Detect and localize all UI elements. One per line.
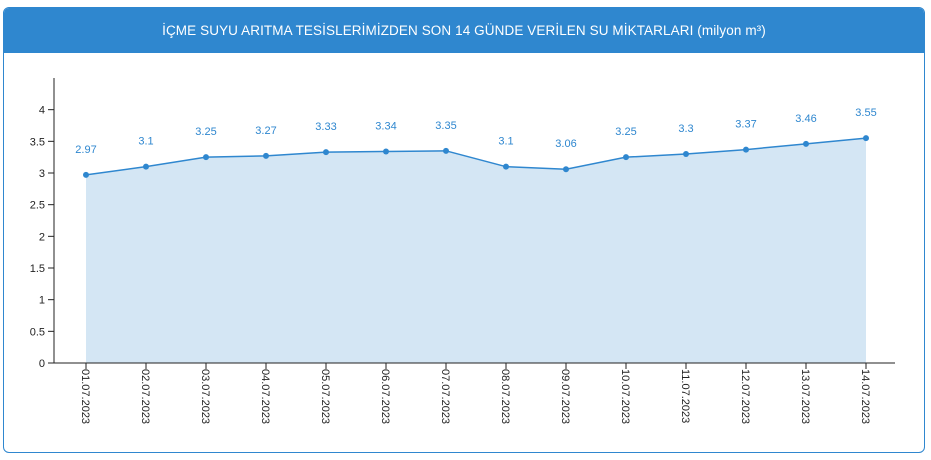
x-tick-label: 01.07.2023 [79, 369, 91, 424]
data-label: 3.34 [375, 120, 396, 132]
data-label: 3.3 [678, 123, 693, 135]
y-tick-label: 3.5 [30, 136, 45, 148]
y-tick-label: 0.5 [30, 326, 45, 338]
data-point [863, 135, 869, 142]
y-tick-label: 2.5 [30, 200, 45, 212]
data-point [143, 163, 149, 170]
data-label: 3.25 [615, 126, 636, 138]
data-label: 3.1 [498, 136, 513, 148]
data-point [743, 146, 749, 153]
x-tick-label: 06.07.2023 [379, 369, 391, 424]
x-tick-label: 10.07.2023 [619, 369, 631, 424]
chart-title: İÇME SUYU ARITMA TESİSLERİMİZDEN SON 14 … [4, 8, 924, 53]
x-tick-label: 07.07.2023 [439, 369, 451, 424]
data-label: 3.27 [255, 125, 276, 137]
data-point [383, 148, 389, 155]
data-label: 2.97 [75, 144, 96, 156]
data-point [623, 154, 629, 161]
y-tick-label: 1.5 [30, 263, 45, 275]
data-label: 3.1 [138, 136, 153, 148]
x-tick-label: 04.07.2023 [259, 369, 271, 424]
y-tick-label: 2 [39, 231, 45, 243]
x-tick-label: 11.07.2023 [679, 369, 691, 423]
data-point [563, 166, 569, 173]
x-tick-label: 05.07.2023 [319, 369, 331, 424]
data-point [683, 151, 689, 157]
data-label: 3.46 [795, 113, 816, 125]
area-fill [86, 138, 866, 363]
x-tick-label: 02.07.2023 [139, 369, 151, 424]
data-point [263, 152, 269, 159]
data-label: 3.25 [195, 126, 216, 138]
data-label: 3.55 [855, 107, 876, 119]
data-point [83, 171, 89, 178]
y-tick-label: 1 [39, 295, 45, 307]
y-tick-label: 0 [39, 358, 45, 370]
data-point [203, 154, 209, 161]
x-tick-label: 13.07.2023 [799, 369, 811, 424]
data-point [503, 163, 509, 170]
x-tick-label: 14.07.2023 [859, 369, 871, 424]
x-tick-label: 09.07.2023 [559, 369, 571, 424]
x-tick-label: 08.07.2023 [499, 369, 511, 424]
data-label: 3.37 [735, 119, 756, 131]
y-tick-label: 4 [39, 105, 45, 117]
x-tick-label: 12.07.2023 [739, 369, 751, 424]
data-point [803, 140, 809, 147]
data-point [323, 149, 329, 156]
data-label: 3.06 [555, 138, 576, 150]
y-tick-label: 3 [39, 168, 45, 180]
x-tick-label: 03.07.2023 [199, 369, 211, 424]
data-point [443, 147, 449, 154]
data-label: 3.33 [315, 121, 336, 133]
data-label: 3.35 [435, 120, 456, 132]
series-line [85, 137, 867, 176]
